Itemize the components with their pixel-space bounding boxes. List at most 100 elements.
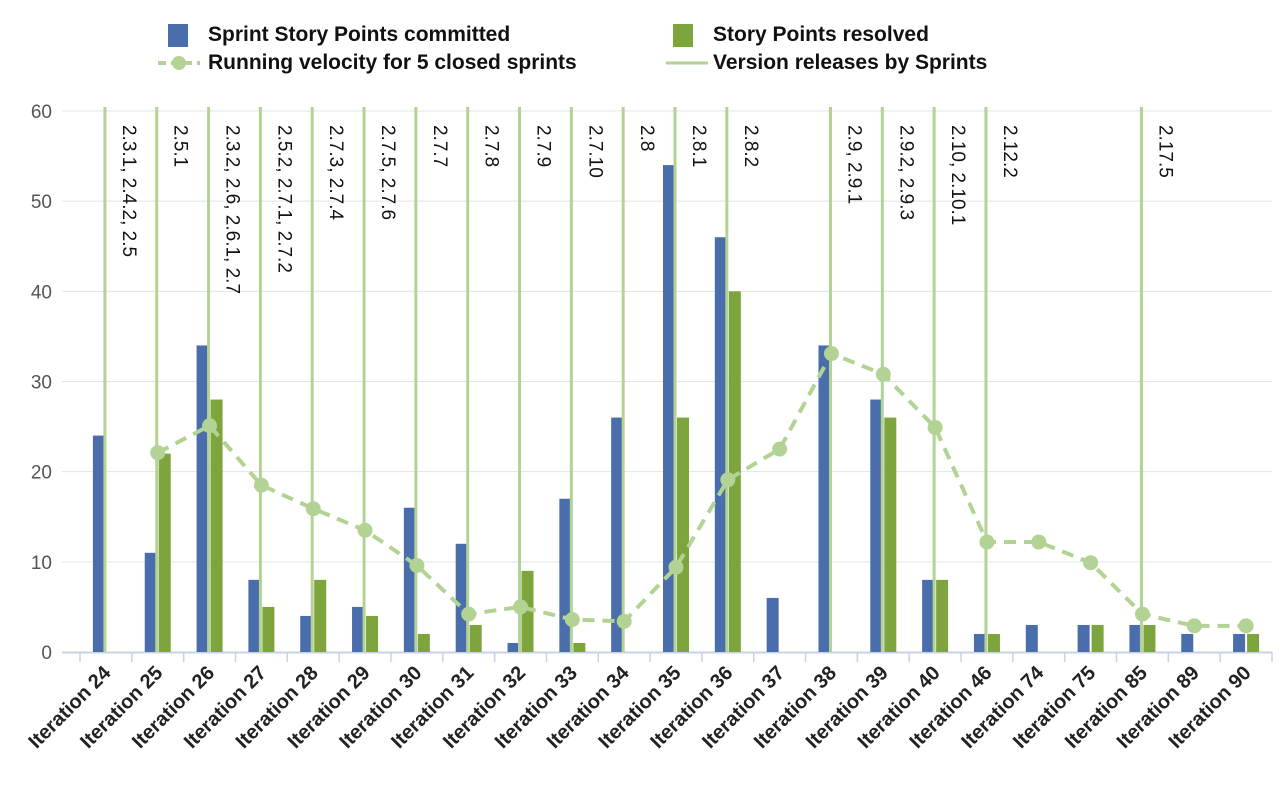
release-label: 2.7.10 [584,125,605,178]
release-label: 2.7.8 [481,125,502,167]
bar-committed [1025,624,1038,652]
velocity-point [1186,618,1202,634]
bar-resolved [366,615,379,652]
legend-label-resolved: Story Points resolved [713,23,929,46]
release-label: 2.7.5, 2.7.6 [377,125,398,220]
bar-committed [922,579,935,652]
bar-resolved [987,633,1000,652]
legend-label-releases: Version releases by Sprints [713,51,988,74]
bar-resolved [314,579,327,652]
velocity-point [616,613,632,629]
bar-committed [714,237,727,652]
release-label: 2.9.2, 2.9.3 [895,125,916,220]
release-label: 2.7.7 [429,125,450,167]
bar-resolved [1247,633,1260,652]
release-label: 2.5.1 [170,125,191,167]
velocity-point [564,612,580,628]
release-label: 2.3.2, 2.6, 2.6.1, 2.7 [222,125,243,294]
legend-swatch-velocity [158,56,200,70]
release-label: 2.3.1, 2.4.2, 2.5 [118,125,139,257]
release-label: 2.7.9 [533,125,554,167]
velocity-point [150,445,166,461]
legend-item-releases[interactable]: Version releases by Sprints [664,50,987,76]
velocity-point [979,534,995,550]
bar-committed [870,399,883,652]
velocity-point [720,472,736,488]
bar-resolved [1091,624,1104,652]
velocity-point [823,346,839,362]
bar-committed [818,345,831,652]
bar-committed [300,615,313,652]
legend-item-committed[interactable]: Sprint Story Points committed [168,22,510,48]
bar-committed [766,597,779,652]
y-tick-label: 30 [31,373,52,394]
y-tick-label: 50 [31,192,52,213]
y-tick-label: 10 [31,553,52,574]
bar-committed [455,543,468,652]
bar-resolved [1143,624,1156,652]
y-tick-label: 40 [31,282,52,303]
bar-committed [663,165,675,652]
legend-swatch-resolved [673,23,693,47]
bar-resolved [573,642,586,652]
bar-resolved [158,453,171,652]
release-label: 2.8 [636,125,657,151]
bar-committed [403,507,416,652]
bar-committed [92,435,105,652]
bar-committed [559,498,572,652]
velocity-point [772,441,788,457]
bar-committed [973,633,986,652]
bar-committed [1077,624,1090,652]
release-label: 2.7.3, 2.7.4 [325,125,346,221]
velocity-point [1238,618,1254,634]
velocity-point [305,501,321,517]
bar-resolved [262,606,275,652]
release-label: 2.10, 2.10.1 [947,125,968,225]
bar-resolved [677,417,689,652]
velocity-point [202,418,218,434]
bar-committed [144,552,157,652]
velocity-point [1083,555,1099,571]
velocity-point [927,419,943,435]
chart-legend: Sprint Story Points committed Story Poin… [0,0,1280,90]
bar-resolved [417,633,430,652]
legend-label-committed: Sprint Story Points committed [208,23,511,46]
legend-swatch-releases [666,61,708,65]
bar-committed [611,417,624,652]
bar-committed [1129,624,1142,652]
legend-label-velocity: Running velocity for 5 closed sprints [208,51,577,74]
release-label: 2.8.2 [740,125,761,167]
bar-resolved [521,570,534,652]
y-tick-label: 60 [31,102,52,123]
velocity-point [1031,534,1047,550]
bar-committed [1181,633,1194,652]
legend-item-resolved[interactable]: Story Points resolved [673,22,929,48]
release-label: 2.8.1 [688,125,709,167]
bar-resolved [469,624,482,652]
bar-resolved [210,399,223,652]
bar-resolved [936,579,949,652]
bar-committed [352,606,365,652]
velocity-point [668,559,684,575]
release-label: 2.17.5 [1154,125,1175,178]
y-tick-label: 0 [41,643,52,664]
bar-committed [248,579,261,652]
release-label: 2.5.2, 2.7.1, 2.7.2 [273,125,294,273]
legend-item-velocity[interactable]: Running velocity for 5 closed sprints [156,50,577,76]
velocity-point [253,477,269,493]
bar-resolved [884,417,897,652]
bar-committed [507,642,520,652]
velocity-point [1134,606,1150,622]
velocity-point [357,522,373,538]
y-tick-label: 20 [31,463,52,484]
release-label: 2.12.2 [999,125,1020,178]
bar-committed [1233,633,1246,652]
velocity-point [875,366,891,382]
bar-committed [196,345,209,652]
velocity-point [409,557,425,573]
velocity-line [156,351,1247,628]
release-label: 2.9, 2.9.1 [843,125,864,204]
velocity-point [461,606,477,622]
